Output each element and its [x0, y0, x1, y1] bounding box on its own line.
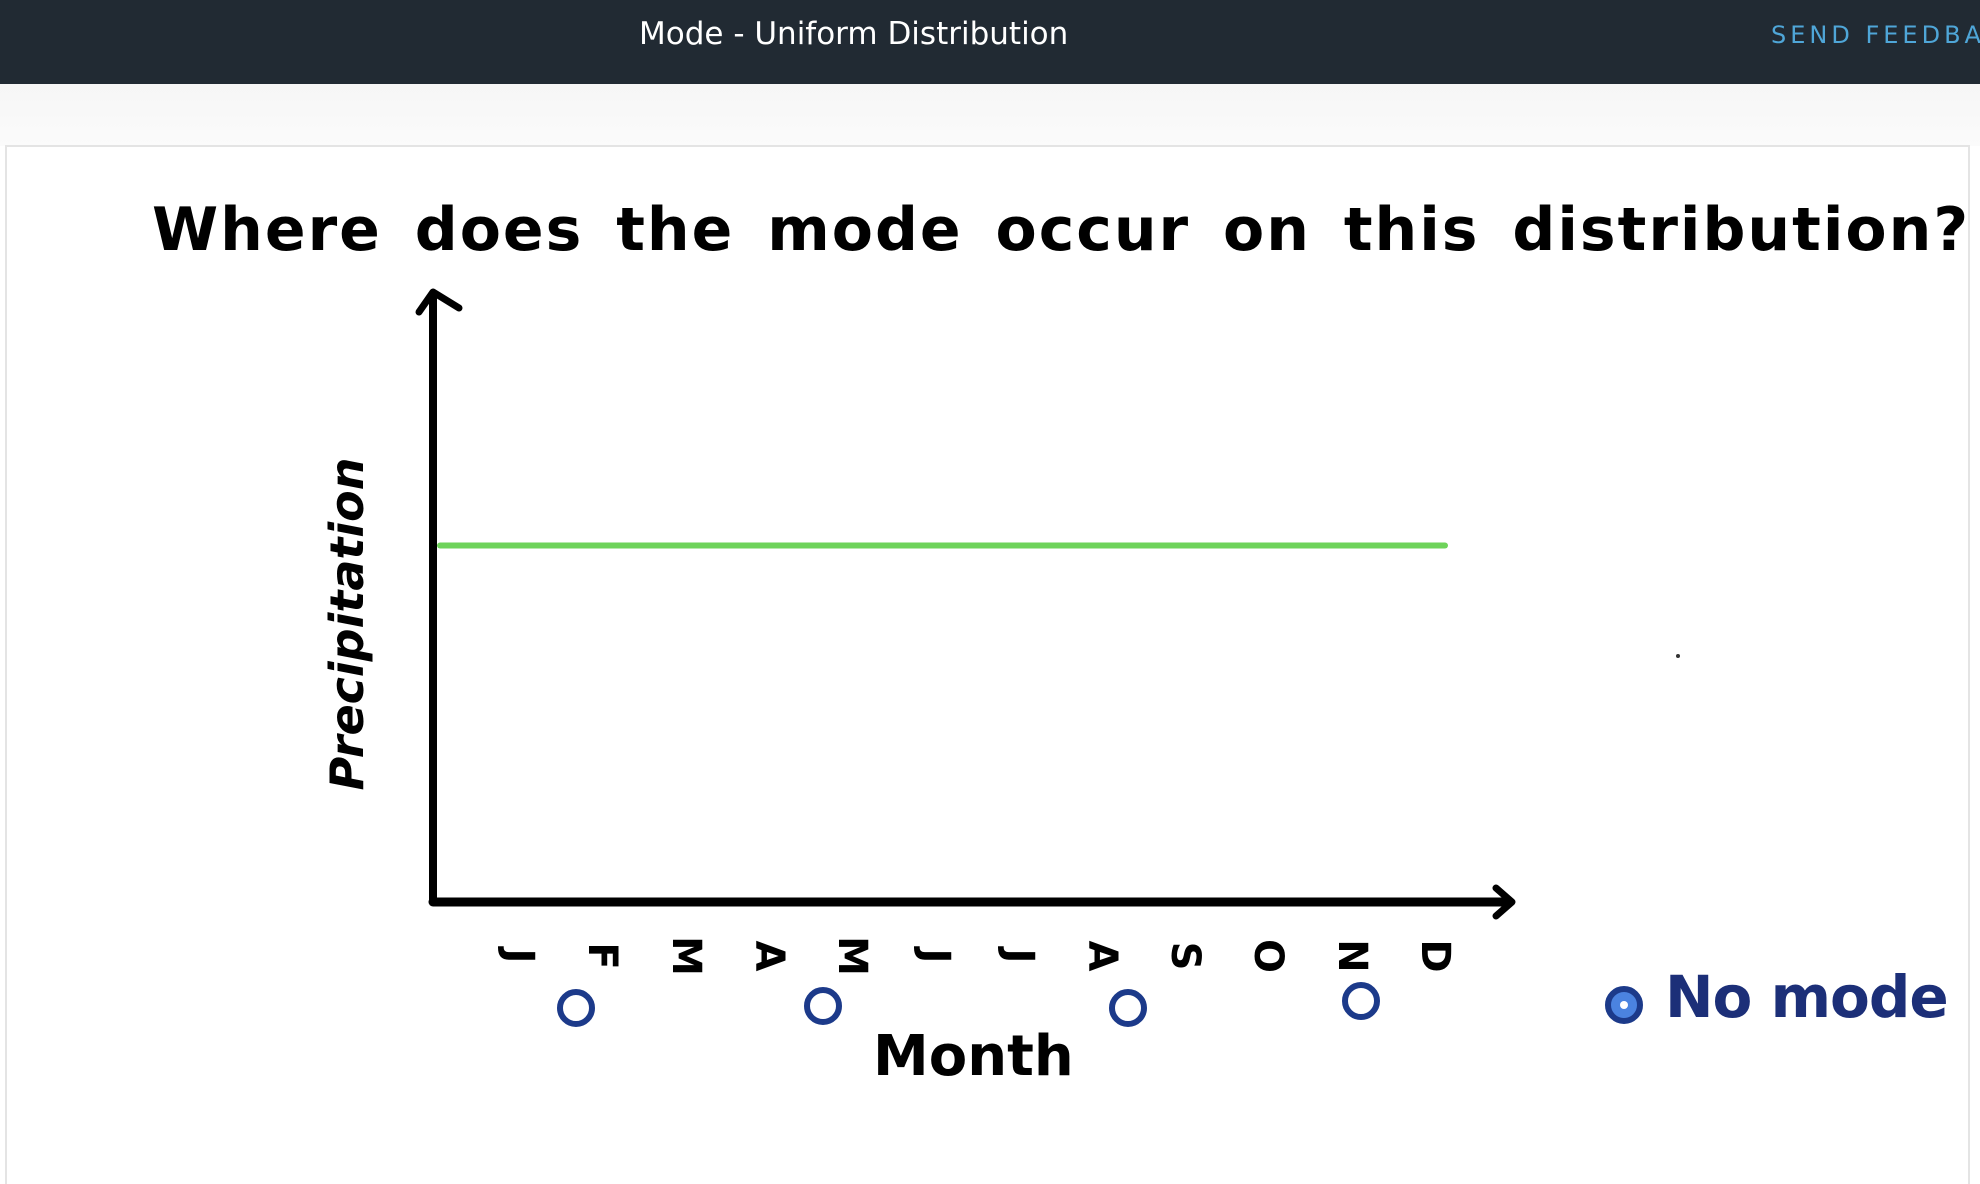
chart-axes [415, 288, 1516, 920]
top-bar: Mode - Uniform Distribution SEND FEEDBAC [0, 0, 1980, 84]
quiz-panel [5, 145, 1970, 1184]
x-tick-label: M [829, 936, 876, 976]
radio-option-a-april[interactable] [804, 987, 842, 1025]
stray-mark [1676, 654, 1680, 658]
radio-option-no-mode[interactable] [1605, 986, 1643, 1024]
x-tick-label: N [1328, 939, 1375, 973]
x-tick-label: F [579, 942, 626, 970]
radio-option-a-august[interactable] [1109, 989, 1147, 1027]
radio-option-j[interactable] [557, 989, 595, 1027]
x-tick-label: M [662, 936, 709, 976]
x-tick-label: S [1162, 941, 1209, 971]
page-title: Mode - Uniform Distribution [639, 16, 1069, 52]
content-gap [0, 84, 1980, 146]
x-tick-label: A [1078, 940, 1125, 972]
radio-option-n[interactable] [1342, 982, 1380, 1020]
send-feedback-button[interactable]: SEND FEEDBAC [1771, 21, 1980, 49]
x-tick-label: J [496, 948, 542, 964]
x-tick-label: J [912, 948, 959, 964]
no-mode-label[interactable]: No mode [1665, 963, 1949, 1031]
x-axis-arrowhead [1492, 884, 1516, 920]
x-tick-label: D [1412, 939, 1458, 973]
x-axis-label: Month [873, 1024, 1074, 1089]
x-tick-label: O [1245, 938, 1292, 974]
y-axis-label: Precipitation [320, 457, 374, 791]
quiz-question: Where does the mode occur on this distri… [152, 195, 1971, 265]
x-tick-label: A [745, 940, 792, 972]
y-axis-arrowhead [415, 288, 463, 316]
x-tick-label: J [995, 948, 1042, 964]
